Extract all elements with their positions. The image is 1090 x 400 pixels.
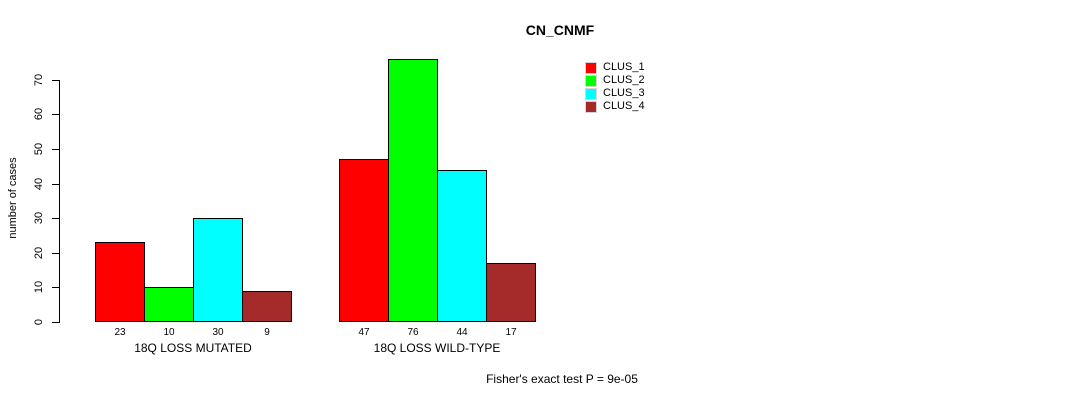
bar-clus_2-group1 [144, 287, 194, 322]
bar-value-label: 47 [358, 327, 370, 338]
legend-item: CLUS_2 [585, 74, 645, 87]
y-tick-label: 70 [33, 73, 45, 87]
bar-value-label: 76 [407, 327, 419, 338]
bar-value-label: 44 [456, 327, 468, 338]
legend-swatch [585, 74, 597, 87]
y-tick-mark [52, 287, 59, 288]
legend: CLUS_1 CLUS_2 CLUS_3 CLUS_4 [585, 61, 645, 113]
bar-clus_2-group2 [388, 59, 438, 322]
legend-swatch [585, 87, 597, 100]
category-label: 18Q LOSS MUTATED [134, 341, 252, 355]
legend-item: CLUS_4 [585, 100, 645, 113]
category-label: 18Q LOSS WILD-TYPE [373, 341, 501, 355]
bar-value-label: 17 [505, 327, 517, 338]
legend-item: CLUS_3 [585, 87, 645, 100]
bar-clus_4-group1 [242, 291, 292, 322]
y-tick-label: 50 [33, 142, 45, 156]
fisher-test-annotation: Fisher's exact test P = 9e-05 [486, 372, 638, 386]
bar-clus_1-group1 [95, 242, 145, 322]
y-tick-mark [52, 114, 59, 115]
bar-clus_3-group1 [193, 218, 243, 322]
y-tick-mark [52, 149, 59, 150]
bar-clus_4-group2 [486, 263, 536, 322]
legend-label: CLUS_2 [603, 74, 645, 86]
y-tick-mark [52, 322, 59, 323]
y-tick-label: 20 [33, 246, 45, 260]
legend-swatch [585, 61, 597, 74]
legend-swatch [585, 100, 597, 113]
bar-value-label: 23 [114, 327, 126, 338]
bar-value-label: 9 [264, 327, 270, 338]
y-tick-label: 60 [33, 107, 45, 121]
y-tick-mark [52, 80, 59, 81]
legend-label: CLUS_1 [603, 61, 645, 73]
legend-label: CLUS_3 [603, 87, 645, 99]
y-tick-label: 30 [33, 211, 45, 225]
bar-clus_1-group2 [339, 159, 389, 322]
y-tick-mark [52, 218, 59, 219]
chart-title: CN_CNMF [525, 22, 595, 38]
legend-item: CLUS_1 [585, 61, 645, 74]
bar-value-label: 30 [212, 327, 224, 338]
y-tick-label: 40 [33, 177, 45, 191]
y-axis-line [59, 80, 60, 323]
y-tick-mark [52, 184, 59, 185]
bar-value-label: 10 [163, 327, 175, 338]
legend-label: CLUS_4 [603, 100, 645, 112]
y-tick-label: 10 [33, 280, 45, 294]
bar-clus_3-group2 [437, 170, 487, 322]
y-tick-mark [52, 253, 59, 254]
y-tick-label: 0 [33, 318, 45, 326]
